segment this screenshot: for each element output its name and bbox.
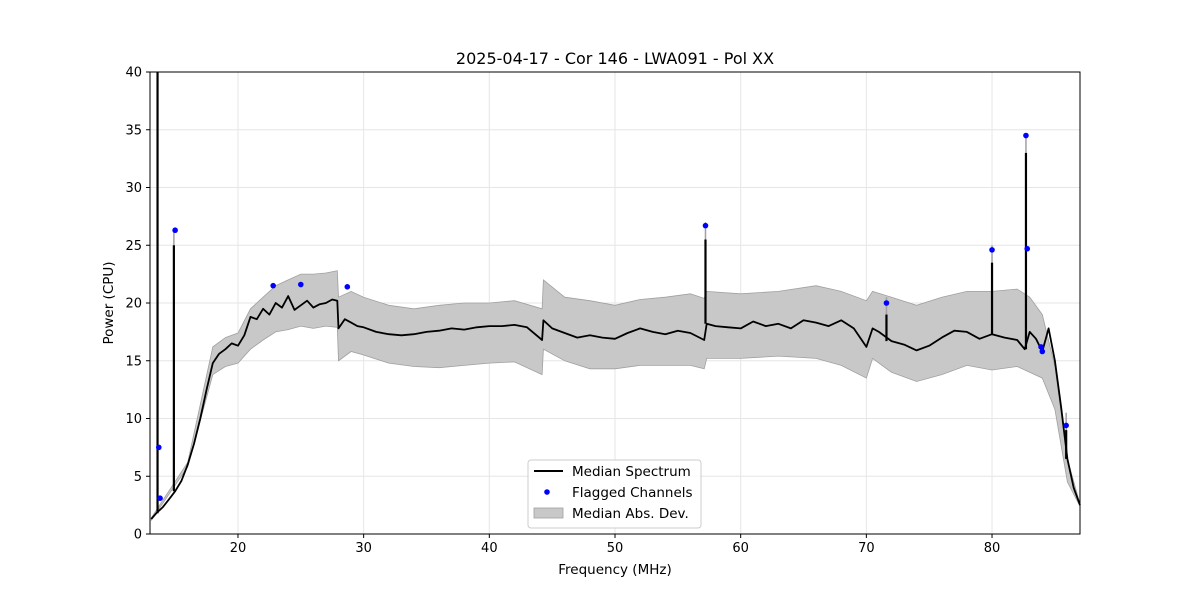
x-tick-label: 40 xyxy=(481,541,498,556)
y-tick-label: 0 xyxy=(134,528,142,543)
flagged-channel-point xyxy=(1023,132,1029,139)
flagged-channel-point xyxy=(883,300,890,306)
flagged-channel-point xyxy=(989,247,995,253)
x-tick-label: 60 xyxy=(732,541,749,556)
y-tick-label: 15 xyxy=(125,354,142,369)
y-tick-label: 10 xyxy=(125,412,142,427)
legend-label-flagged: Flagged Channels xyxy=(572,485,693,501)
x-tick-label: 20 xyxy=(230,541,247,556)
flagged-channel-point xyxy=(1039,348,1046,355)
flagged-channel-point xyxy=(1038,344,1044,350)
flagged-channel-point xyxy=(344,284,351,290)
legend: Median Spectrum Flagged Channels Median … xyxy=(527,459,702,529)
flagged-channel-point xyxy=(270,282,276,289)
y-tick-label: 30 xyxy=(125,181,142,196)
flagged-channel-point xyxy=(155,444,162,451)
y-tick-label: 20 xyxy=(125,297,142,312)
flagged-channel-point xyxy=(172,227,178,234)
legend-band-swatch xyxy=(533,507,564,519)
legend-label-median: Median Spectrum xyxy=(572,464,691,480)
x-tick-label: 30 xyxy=(355,541,372,556)
flagged-channel-point xyxy=(1063,422,1069,429)
y-tick-label: 5 xyxy=(134,470,142,485)
flagged-channel-point xyxy=(298,281,304,288)
y-tick-label: 40 xyxy=(125,66,142,81)
x-tick-label: 50 xyxy=(607,541,624,556)
y-axis-label: Power (CPU) xyxy=(101,261,117,344)
flagged-channel-point xyxy=(157,495,163,501)
x-tick-label: 80 xyxy=(984,541,1001,556)
x-tick-label: 70 xyxy=(858,541,875,556)
flagged-channel-point xyxy=(702,222,709,229)
y-tick-label: 35 xyxy=(125,123,142,138)
flagged-channel-point xyxy=(1024,245,1031,252)
median-spectrum-line xyxy=(150,295,1081,520)
legend-box xyxy=(527,459,702,529)
x-axis-label: Frequency (MHz) xyxy=(558,562,671,578)
axis-ticks: 20 30 40 50 60 70 80 0 5 10 15 20 25 30 35 40 xyxy=(125,66,1000,557)
y-tick-label: 25 xyxy=(125,239,142,254)
legend-point-swatch xyxy=(544,489,550,495)
chart-title: 2025-04-17 - Cor 146 - LWA091 - Pol XX xyxy=(456,49,774,68)
legend-label-mad: Median Abs. Dev. xyxy=(572,506,689,522)
